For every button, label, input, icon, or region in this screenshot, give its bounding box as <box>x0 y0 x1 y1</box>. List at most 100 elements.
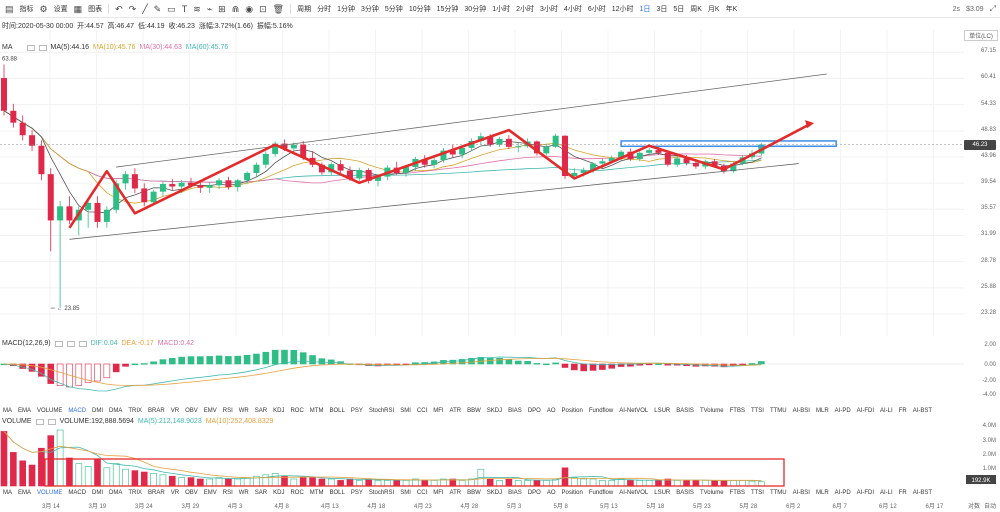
eye-icon[interactable]: ◉ <box>245 3 254 14</box>
indicator-macd[interactable]: MACD <box>68 407 87 414</box>
measure-icon[interactable]: ⊞ <box>218 3 226 14</box>
indicator-fr[interactable]: FR <box>898 489 907 496</box>
indicator-ttsi[interactable]: TTSI <box>750 489 764 496</box>
indicator-bbw[interactable]: BBW <box>467 407 481 414</box>
redo-icon[interactable]: ↷ <box>128 3 137 14</box>
toolbar-p8[interactable]: 1小时 <box>492 5 511 13</box>
indicator-lsur[interactable]: LSUR <box>654 407 671 414</box>
toolbar-period[interactable]: 周期 <box>297 5 312 13</box>
indicator-macd[interactable]: MACD <box>68 489 87 496</box>
line-tool-icon[interactable]: ╱ <box>142 3 148 14</box>
draw-tool-icon[interactable]: ✎ <box>153 3 162 14</box>
indicator-rsi[interactable]: RSI <box>222 407 233 414</box>
indicator-skdj[interactable]: SKDJ <box>486 407 503 414</box>
macd-close-box[interactable] <box>78 340 87 347</box>
volume-settings-box[interactable] <box>35 418 44 425</box>
indicator-ftbs[interactable]: FTBS <box>729 407 745 414</box>
indicator-brar[interactable]: BRAR <box>148 489 165 496</box>
indicator-ai-netvol[interactable]: AI-NetVOL <box>619 407 649 414</box>
toolbar-p18[interactable]: 月K <box>707 5 720 13</box>
toolbar-p3[interactable]: 3分钟 <box>361 5 379 13</box>
indicator-ai-pd[interactable]: AI-PD <box>834 489 851 496</box>
indicator-skdj[interactable]: SKDJ <box>486 489 503 496</box>
indicator-ai-bst[interactable]: AI-BST <box>912 489 933 496</box>
indicator-ema[interactable]: EMA <box>18 489 32 496</box>
toolbar-indicator[interactable]: 指标 <box>19 5 34 13</box>
indicator-bias[interactable]: BIAS <box>508 489 522 496</box>
toolbar-chart[interactable]: 图表 <box>88 5 103 13</box>
text-tool-icon[interactable]: T <box>181 3 188 14</box>
lock-icon[interactable]: ⊡ <box>259 3 267 14</box>
volume-chart[interactable]: 4.0M3.0M2.0M1.0M0.0192.9K <box>0 416 1000 488</box>
toolbar-p11[interactable]: 4小时 <box>563 5 582 13</box>
shape-tool-icon[interactable]: ▭ <box>167 3 176 14</box>
indicator-mtm[interactable]: MTM <box>309 489 324 496</box>
indicator-roc[interactable]: ROC <box>290 489 304 496</box>
toolbar-p1[interactable]: 分时 <box>317 5 332 13</box>
indicator-dmi[interactable]: DMI <box>92 489 104 496</box>
indicator-trix[interactable]: TRIX <box>128 489 143 496</box>
ma-visibility-box[interactable] <box>38 44 47 51</box>
indicator-stochrsi[interactable]: StochRSI <box>368 407 395 414</box>
brush-icon[interactable]: ⌁ <box>206 3 213 14</box>
indicator-psy[interactable]: PSY <box>350 407 363 414</box>
indicator-bbw[interactable]: BBW <box>467 489 481 496</box>
indicator-dpo[interactable]: DPO <box>527 407 541 414</box>
toolbar-p4[interactable]: 5分钟 <box>384 5 403 13</box>
toolbar-p14[interactable]: 1日 <box>639 5 651 13</box>
indicator-mlr[interactable]: MLR <box>815 407 829 414</box>
indicator-stochrsi[interactable]: StochRSI <box>368 489 395 496</box>
indicator-atr[interactable]: ATR <box>449 489 462 496</box>
indicator-smi[interactable]: SMI <box>400 489 411 496</box>
toolbar-p2[interactable]: 1分钟 <box>337 5 355 13</box>
indicator-lsur[interactable]: LSUR <box>654 489 671 496</box>
indicator-emv[interactable]: EMV <box>203 489 217 496</box>
volume-visibility-box[interactable] <box>47 418 56 425</box>
indicator-ma[interactable]: MA <box>3 407 12 414</box>
toolbar-p15[interactable]: 3日 <box>656 5 668 13</box>
indicator-fundflow[interactable]: Fundflow <box>588 407 614 414</box>
toolbar-p9[interactable]: 2小时 <box>516 5 535 13</box>
indicator-boll[interactable]: BOLL <box>329 407 345 414</box>
indicator-brar[interactable]: BRAR <box>148 407 165 414</box>
indicator-sar[interactable]: SAR <box>254 407 268 414</box>
indicator-vr[interactable]: VR <box>170 489 180 496</box>
indicator-boll[interactable]: BOLL <box>329 489 345 496</box>
log-scale-toggle[interactable]: 对数 <box>967 504 980 510</box>
unit-label[interactable]: 单位(LC) <box>964 30 998 41</box>
indicator-basis[interactable]: BASIS <box>676 489 694 496</box>
indicator-tvolume[interactable]: TVolume <box>699 489 724 496</box>
indicator-dma[interactable]: DMA <box>109 407 123 414</box>
indicator-kdj[interactable]: KDJ <box>273 407 285 414</box>
indicator-ma[interactable]: MA <box>3 489 12 496</box>
indicator-mfi[interactable]: MFI <box>433 407 444 414</box>
toolbar-p5[interactable]: 10分钟 <box>408 5 431 13</box>
indicator-ai-li[interactable]: AI-LI <box>880 407 893 414</box>
auto-scale-toggle[interactable]: 自动 <box>983 504 996 510</box>
indicator-sar[interactable]: SAR <box>254 489 268 496</box>
toolbar-p6[interactable]: 15分钟 <box>436 5 459 13</box>
macd-chart[interactable]: 2.000.00-2.00-4.00-10.00 <box>0 338 1000 404</box>
indicator-ai-bsi[interactable]: AI-BSI <box>792 489 810 496</box>
indicator-basis[interactable]: BASIS <box>676 407 694 414</box>
indicator-trix[interactable]: TRIX <box>128 407 143 414</box>
macd-visibility-box[interactable] <box>66 340 75 347</box>
fullscreen-icon[interactable]: ⤢ <box>989 4 996 13</box>
indicator-obv[interactable]: OBV <box>185 407 198 414</box>
price-chart[interactable]: 63.88 ← 23.85 <box>0 30 964 336</box>
indicator-vr[interactable]: VR <box>170 407 180 414</box>
indicator-ttmu[interactable]: TTMU <box>769 489 787 496</box>
indicator-rsi[interactable]: RSI <box>222 489 233 496</box>
indicator-roc[interactable]: ROC <box>290 407 304 414</box>
indicator-cci[interactable]: CCI <box>416 407 428 414</box>
indicator-mfi[interactable]: MFI <box>433 489 444 496</box>
indicator-position[interactable]: Position <box>561 489 583 496</box>
toolbar-settings[interactable]: 设置 <box>53 5 68 13</box>
indicator-ai-fdi[interactable]: AI-FDI <box>856 407 875 414</box>
indicator-ai-bst[interactable]: AI-BST <box>912 407 933 414</box>
toolbar-p7[interactable]: 30分钟 <box>464 5 487 13</box>
magnet-icon[interactable]: ⋒ <box>231 3 240 14</box>
indicator-volume[interactable]: VOLUME <box>37 407 63 414</box>
ma-settings-box[interactable] <box>26 44 35 51</box>
indicator-dmi[interactable]: DMI <box>92 407 104 414</box>
